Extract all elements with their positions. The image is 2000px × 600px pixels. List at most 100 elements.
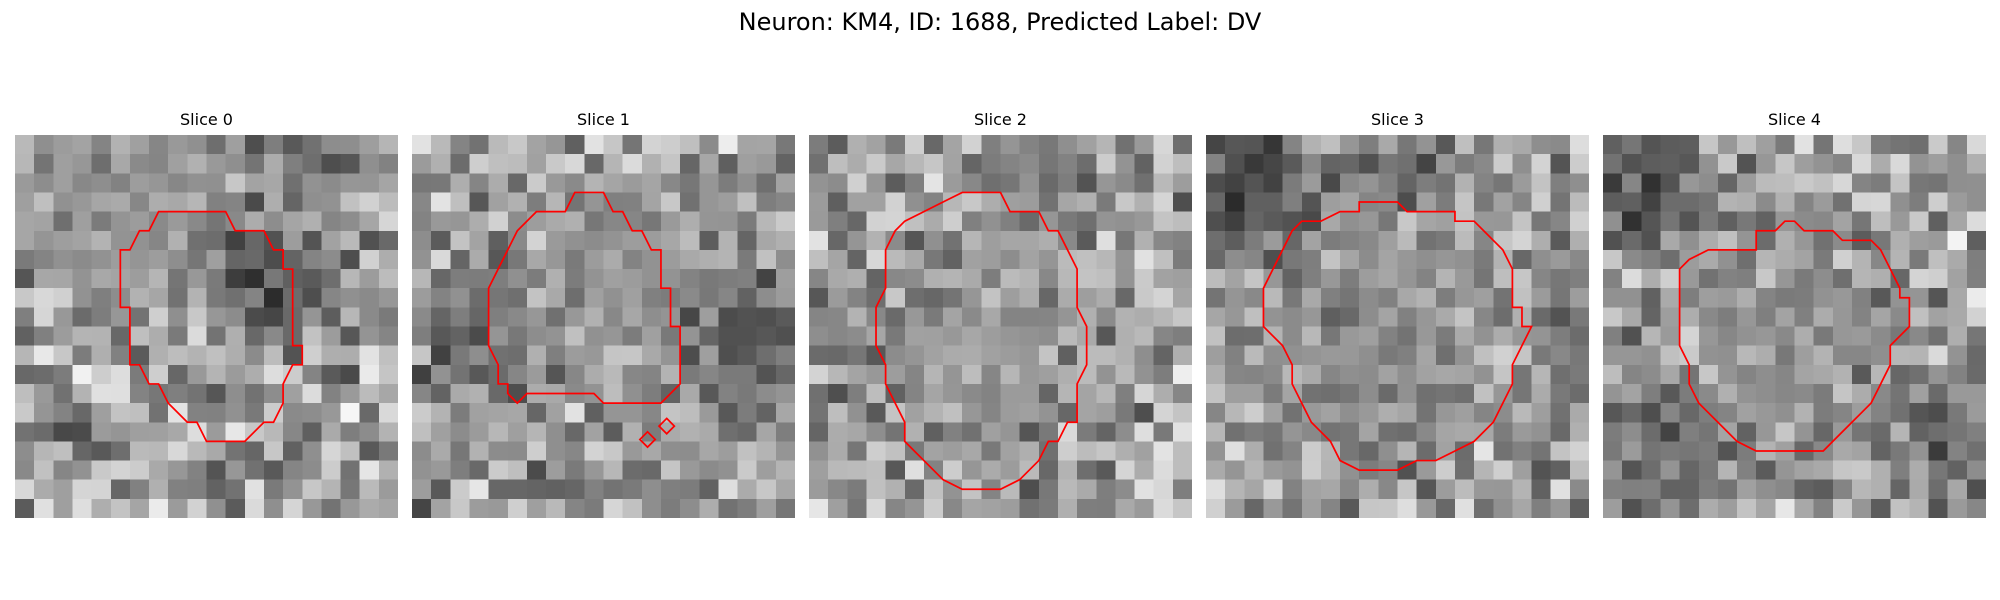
pixel: [1737, 364, 1757, 385]
pixel: [1057, 230, 1078, 251]
pixel: [847, 498, 867, 518]
pixel: [469, 383, 489, 404]
pixel: [828, 364, 848, 385]
pixel: [565, 173, 585, 193]
pixel: [660, 498, 681, 518]
pixel: [1660, 422, 1680, 442]
pixel: [943, 269, 963, 289]
pixel: [1947, 460, 1968, 481]
pixel: [1794, 249, 1815, 270]
pixel: [1660, 403, 1680, 423]
pixel: [1813, 326, 1834, 347]
pixel: [244, 460, 265, 481]
pixel: [283, 460, 303, 481]
pixel: [1871, 230, 1891, 251]
pixel: [1320, 460, 1341, 481]
pixel: [904, 403, 925, 423]
pixel: [546, 479, 566, 500]
pixel: [110, 211, 131, 232]
pixel: [565, 326, 585, 347]
pixel: [1890, 422, 1910, 442]
pixel: [641, 383, 662, 404]
pixel: [923, 249, 944, 270]
pixel: [1851, 479, 1872, 500]
pixel: [923, 288, 944, 308]
pixel: [1057, 307, 1078, 327]
pixel: [412, 288, 432, 308]
pixel: [866, 135, 886, 155]
pixel: [809, 307, 829, 327]
pixel: [660, 460, 681, 481]
pixel: [622, 192, 643, 212]
pixel: [1550, 154, 1571, 174]
pixel: [378, 192, 398, 212]
pixel: [622, 498, 643, 518]
pixel: [206, 422, 227, 442]
pixel: [1512, 383, 1532, 404]
pixel: [847, 307, 867, 327]
pixel: [283, 498, 303, 518]
pixel: [225, 288, 246, 308]
pixel: [1134, 460, 1155, 481]
pixel: [1737, 422, 1757, 442]
pixel: [1096, 249, 1116, 270]
pixel: [847, 211, 867, 232]
pixel: [680, 269, 700, 289]
pixel: [1320, 364, 1341, 385]
pixel: [546, 498, 566, 518]
pixel: [1550, 269, 1571, 289]
pixel: [885, 422, 906, 442]
pixel: [1038, 422, 1059, 442]
pixel: [168, 249, 188, 270]
pixel: [962, 498, 982, 518]
pixel: [1077, 269, 1097, 289]
pixel: [885, 135, 906, 155]
pixel: [225, 307, 246, 327]
pixel: [469, 364, 489, 385]
pixel: [469, 135, 489, 155]
pixel: [1832, 135, 1853, 155]
pixel: [225, 403, 246, 423]
pixel: [962, 422, 982, 442]
pixel: [15, 288, 35, 308]
pixel: [340, 460, 361, 481]
pixel: [1019, 326, 1040, 347]
pixel: [1244, 403, 1264, 423]
pixel: [340, 211, 361, 232]
pixel: [1871, 154, 1891, 174]
pixel: [1813, 154, 1834, 174]
pixel: [1966, 135, 1986, 155]
pixel: [1340, 479, 1360, 500]
pixel: [53, 249, 73, 270]
pixel: [809, 403, 829, 423]
pixel: [1077, 249, 1097, 270]
pixel: [378, 135, 398, 155]
pixel: [168, 230, 188, 251]
pixel: [1244, 249, 1264, 270]
pixel: [1320, 192, 1341, 212]
pixel: [1550, 135, 1571, 155]
pixel: [943, 383, 963, 404]
pixel: [1454, 403, 1475, 423]
pixel: [1493, 154, 1513, 174]
pixel: [1550, 307, 1571, 327]
pixel: [91, 422, 112, 442]
pixel: [488, 192, 509, 212]
pixel: [1320, 211, 1341, 232]
pixel: [149, 307, 169, 327]
pixel: [1794, 192, 1815, 212]
pixel: [15, 441, 35, 461]
pixel: [809, 173, 829, 193]
pixel: [1134, 192, 1155, 212]
pixel: [1717, 307, 1738, 327]
pixel: [507, 326, 528, 347]
pixel: [34, 269, 54, 289]
pixel: [1096, 192, 1116, 212]
pixel: [1340, 498, 1360, 518]
pixel: [962, 364, 982, 385]
pixel: [1301, 192, 1322, 212]
pixel: [1756, 192, 1776, 212]
pixel: [1813, 211, 1834, 232]
slice-title-2: Slice 2: [974, 110, 1027, 129]
pixel: [737, 173, 758, 193]
